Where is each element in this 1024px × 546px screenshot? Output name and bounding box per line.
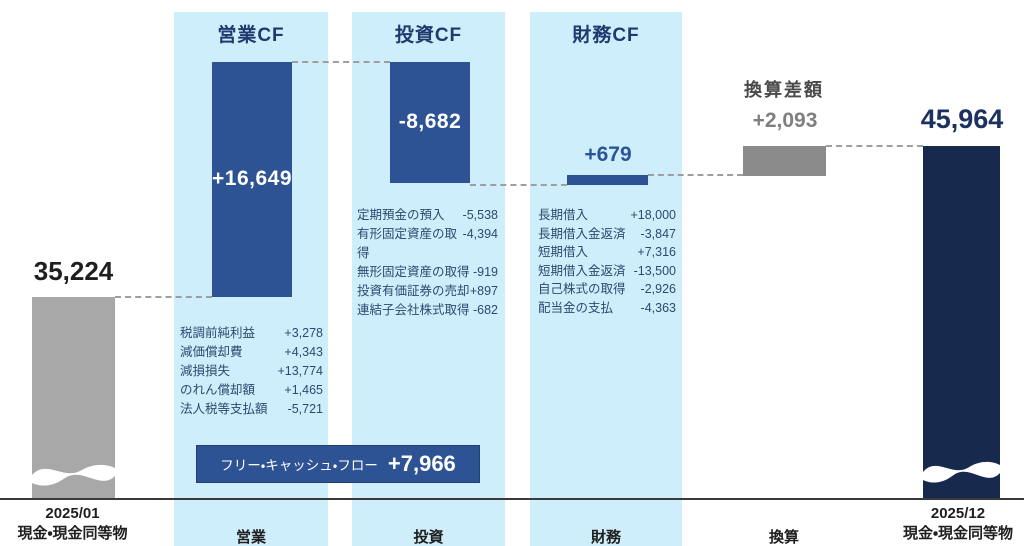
translation-difference-header: 換算差額 bbox=[744, 80, 824, 100]
free-cash-flow-box: フリー・キャッシュ・フロー +7,966 bbox=[196, 445, 480, 483]
axis-label-end-date: 2025/12 bbox=[930, 505, 986, 522]
breakdown-row: 法人税等支払額 -5,721 bbox=[180, 400, 323, 419]
breakdown-value: -5,538 bbox=[462, 208, 498, 222]
investing-cf-header: 投資CF bbox=[394, 25, 463, 46]
breakdown-label: 税調前純利益 bbox=[180, 326, 256, 340]
axis-label-end-text: 現金・現金同等物 bbox=[902, 525, 1014, 542]
breakdown-value: +4,343 bbox=[284, 345, 323, 359]
connector-start-to-operating bbox=[115, 296, 212, 298]
breakdown-label: 有形固定資産の取得 bbox=[357, 227, 458, 260]
breakdown-value: -4,363 bbox=[640, 300, 676, 315]
axis-label-investing: 投資 bbox=[413, 529, 444, 546]
operating-cf-header: 営業CF bbox=[217, 25, 285, 46]
translation-difference-value: +2,093 bbox=[752, 109, 818, 132]
start-cash-bar bbox=[32, 297, 115, 500]
breakdown-row: 定期預金の預入 -5,538 bbox=[357, 206, 498, 225]
end-cash-value: 45,964 bbox=[920, 104, 1004, 134]
breakdown-label: 短期借入金返済 bbox=[538, 263, 626, 278]
free-cash-flow-label: フリー・キャッシュ・フロー bbox=[220, 458, 378, 473]
breakdown-label: 定期預金の預入 bbox=[357, 208, 445, 222]
breakdown-row: 長期借入 +18,000 bbox=[538, 206, 676, 225]
axis-label-translation: 換算 bbox=[768, 529, 799, 546]
breakdown-label: 法人税等支払額 bbox=[180, 402, 268, 416]
breakdown-value: +7,316 bbox=[637, 245, 676, 259]
axis-label-financing: 財務 bbox=[590, 529, 621, 546]
axis-break-wave-icon bbox=[923, 461, 1000, 483]
breakdown-row: 短期借入 +7,316 bbox=[538, 243, 676, 262]
breakdown-value: -5,721 bbox=[287, 402, 323, 416]
breakdown-label: 自己株式の取得 bbox=[538, 282, 626, 296]
breakdown-row: のれん償却額 +1,465 bbox=[180, 381, 323, 400]
free-cash-flow-value: +7,966 bbox=[387, 451, 456, 476]
breakdown-row: 税調前純利益 +3,278 bbox=[180, 324, 323, 343]
investing-cf-value: -8,682 bbox=[398, 110, 462, 133]
financing-cf-header: 財務CF bbox=[572, 25, 640, 46]
connector-operating-to-investing bbox=[292, 61, 390, 63]
breakdown-row: 連結子会社株式取得 -682 bbox=[357, 301, 498, 320]
connector-investing-to-financing bbox=[470, 184, 567, 186]
breakdown-value: +13,774 bbox=[277, 364, 323, 378]
band-financing-cf: 財務CF bbox=[530, 12, 682, 546]
breakdown-value: +18,000 bbox=[630, 208, 676, 222]
breakdown-value: -4,394 bbox=[462, 227, 498, 241]
axis-label-end: 2025/12 現金・現金同等物 bbox=[892, 504, 1024, 544]
breakdown-label: 長期借入金返済 bbox=[538, 226, 626, 241]
operating-cf-value: +16,649 bbox=[212, 167, 292, 190]
breakdown-row: 配当金の支払 -4,363 bbox=[538, 299, 676, 318]
operating-cf-bar: +16,649 bbox=[212, 62, 292, 297]
breakdown-label: 無形固定資産の取得 bbox=[357, 265, 470, 279]
breakdown-label: 減損損失 bbox=[180, 364, 231, 378]
financing-breakdown-list: 長期借入 +18,000 長期借入金返済 -3,847 短期借入 +7,316 短期借… bbox=[538, 206, 676, 317]
breakdown-value: -2,926 bbox=[640, 282, 676, 296]
breakdown-label: 連結子会社株式取得 bbox=[357, 303, 470, 317]
axis-break-wave-icon bbox=[32, 464, 115, 486]
breakdown-row: 無形固定資産の取得 -919 bbox=[357, 263, 498, 282]
breakdown-value: -919 bbox=[472, 265, 498, 279]
breakdown-label: のれん償却額 bbox=[180, 383, 256, 397]
breakdown-value: -3,847 bbox=[640, 226, 676, 241]
financing-cf-value: +679 bbox=[584, 143, 632, 166]
axis-label-start-date: 2025/01 bbox=[45, 505, 100, 522]
breakdown-value: -13,500 bbox=[633, 263, 676, 278]
investing-cf-bar: -8,682 bbox=[390, 62, 470, 183]
breakdown-value: +1,465 bbox=[284, 383, 323, 397]
translation-difference-bar bbox=[743, 146, 826, 176]
breakdown-value: +3,278 bbox=[284, 326, 323, 340]
breakdown-value: +897 bbox=[469, 284, 498, 298]
financing-cf-bar bbox=[567, 175, 648, 185]
connector-financing-to-translation bbox=[648, 174, 743, 176]
breakdown-row: 自己株式の取得 -2,926 bbox=[538, 280, 676, 299]
operating-breakdown-list: 税調前純利益 +3,278 減価償却費 +4,343 減損損失 +13,774 のれん… bbox=[180, 324, 323, 419]
baseline-axis bbox=[0, 498, 1024, 500]
breakdown-label: 配当金の支払 bbox=[538, 300, 614, 315]
breakdown-row: 短期借入金返済 -13,500 bbox=[538, 262, 676, 281]
breakdown-label: 減価償却費 bbox=[180, 345, 243, 359]
start-cash-value: 35,224 bbox=[33, 256, 114, 286]
breakdown-row: 減損損失 +13,774 bbox=[180, 362, 323, 381]
breakdown-value: -682 bbox=[472, 303, 498, 317]
connector-translation-to-end bbox=[826, 145, 923, 147]
breakdown-row: 長期借入金返済 -3,847 bbox=[538, 225, 676, 244]
breakdown-label: 投資有価証券の売却 bbox=[357, 284, 470, 298]
breakdown-row: 有形固定資産の取得 -4,394 bbox=[357, 225, 498, 263]
axis-label-start: 2025/01 現金・現金同等物 bbox=[0, 504, 145, 544]
end-cash-bar bbox=[923, 146, 1000, 500]
investing-breakdown-list: 定期預金の預入 -5,538 有形固定資産の取得 -4,394 無形固定資産の取得 -… bbox=[357, 206, 498, 320]
axis-label-operating: 営業 bbox=[235, 529, 266, 546]
breakdown-row: 減価償却費 +4,343 bbox=[180, 343, 323, 362]
breakdown-row: 投資有価証券の売却 +897 bbox=[357, 282, 498, 301]
axis-label-start-text: 現金・現金同等物 bbox=[17, 525, 128, 542]
breakdown-label: 短期借入 bbox=[538, 245, 589, 259]
breakdown-label: 長期借入 bbox=[538, 208, 589, 222]
